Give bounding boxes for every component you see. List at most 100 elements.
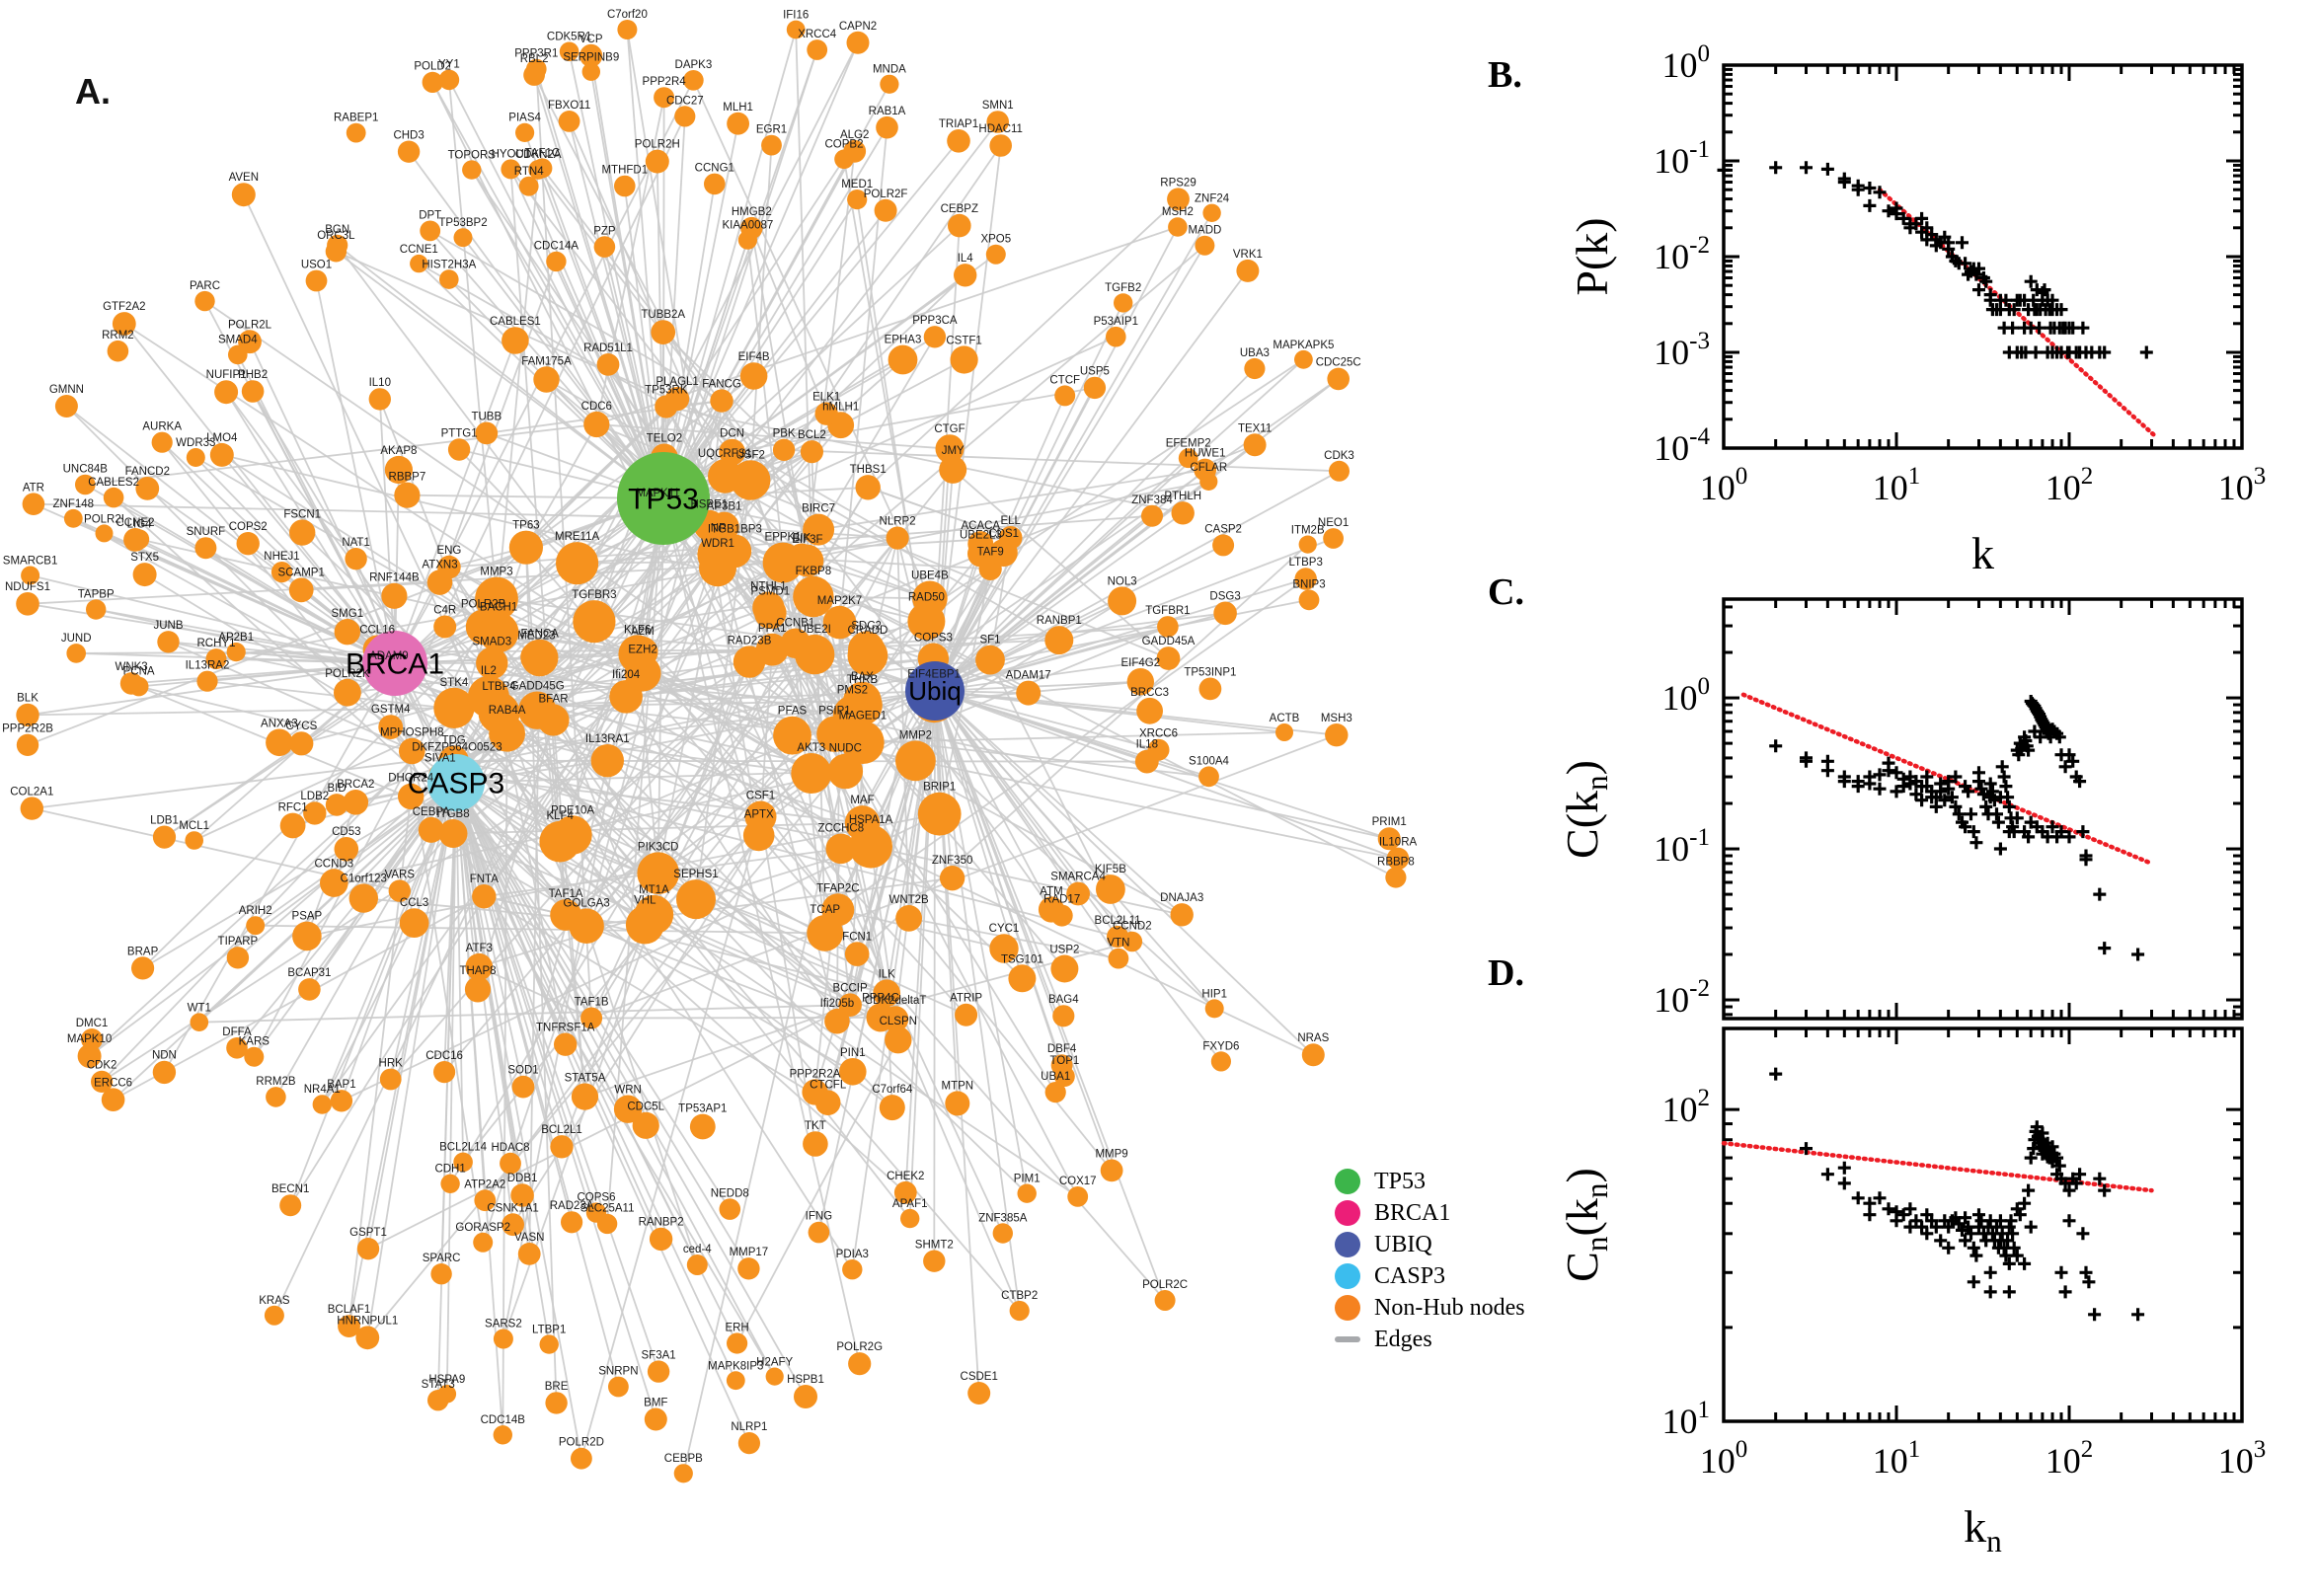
network-node[interactable] [521, 640, 559, 677]
network-node[interactable] [279, 1194, 301, 1216]
network-node[interactable] [699, 549, 736, 586]
network-node[interactable] [539, 821, 580, 863]
network-node[interactable] [153, 1061, 176, 1084]
network-node[interactable] [650, 1228, 672, 1251]
network-node[interactable] [500, 1153, 521, 1175]
network-node[interactable] [1010, 1301, 1030, 1321]
network-node[interactable] [1018, 1184, 1037, 1203]
network-node[interactable] [583, 412, 609, 437]
network-node[interactable] [1236, 260, 1259, 282]
network-node[interactable] [21, 797, 43, 819]
network-node[interactable] [439, 269, 459, 289]
network-node[interactable] [533, 366, 559, 392]
network-node[interactable] [645, 1408, 667, 1431]
network-node[interactable] [727, 1332, 747, 1353]
network-node[interactable] [940, 866, 965, 890]
network-node[interactable] [462, 160, 481, 179]
network-node[interactable] [842, 1259, 862, 1279]
network-node[interactable] [571, 1448, 592, 1470]
network-node[interactable] [266, 729, 293, 757]
network-node[interactable] [1141, 505, 1163, 527]
network-node[interactable] [710, 389, 733, 412]
network-node[interactable] [1212, 534, 1234, 556]
network-node[interactable] [1325, 723, 1348, 746]
network-node[interactable] [228, 345, 248, 365]
network-node[interactable] [1244, 433, 1267, 456]
network-node[interactable] [289, 519, 315, 545]
network-node[interactable] [1114, 293, 1132, 312]
network-node[interactable] [738, 1432, 760, 1454]
network-node[interactable] [1054, 385, 1075, 406]
network-node[interactable] [888, 345, 918, 375]
network-node[interactable] [23, 493, 45, 515]
network-node[interactable] [433, 1061, 455, 1083]
network-node[interactable] [439, 819, 468, 848]
network-node[interactable] [494, 1425, 512, 1444]
network-node[interactable] [246, 916, 265, 935]
network-node[interactable] [381, 583, 407, 609]
network-node[interactable] [349, 883, 378, 912]
network-node[interactable] [16, 592, 39, 616]
network-node[interactable] [1157, 646, 1181, 670]
network-node[interactable] [1385, 867, 1406, 887]
network-node[interactable] [185, 831, 203, 850]
network-node[interactable] [1108, 586, 1136, 615]
network-node[interactable] [473, 1233, 493, 1253]
network-node[interactable] [64, 509, 83, 528]
network-node[interactable] [430, 1263, 451, 1284]
network-node[interactable] [266, 1087, 286, 1107]
network-node[interactable] [86, 599, 106, 619]
network-node[interactable] [954, 264, 976, 286]
network-node[interactable] [617, 20, 637, 39]
network-node[interactable] [687, 1254, 708, 1275]
network-node[interactable] [214, 380, 238, 404]
network-node[interactable] [433, 616, 456, 639]
network-node[interactable] [546, 252, 566, 271]
network-node[interactable] [420, 221, 440, 242]
network-node[interactable] [1198, 766, 1219, 787]
network-node[interactable] [924, 326, 946, 347]
network-node[interactable] [289, 577, 314, 602]
network-node[interactable] [633, 1112, 659, 1139]
network-node[interactable] [993, 1223, 1013, 1243]
network-node[interactable] [1052, 1005, 1074, 1026]
network-node[interactable] [848, 1352, 871, 1375]
network-node[interactable] [674, 1464, 693, 1482]
network-node[interactable] [298, 978, 321, 1001]
network-node[interactable] [876, 116, 898, 139]
network-node[interactable] [573, 600, 615, 643]
network-node[interactable] [131, 956, 154, 979]
network-node[interactable] [945, 1091, 969, 1115]
network-node[interactable] [594, 236, 616, 258]
network-node[interactable] [1294, 350, 1313, 369]
network-node[interactable] [129, 529, 149, 549]
network-node[interactable] [740, 362, 768, 390]
network-node[interactable] [289, 731, 313, 755]
network-node[interactable] [96, 524, 114, 542]
network-node[interactable] [335, 619, 360, 645]
network-node[interactable] [1199, 473, 1217, 491]
network-node[interactable] [955, 1004, 977, 1026]
network-node[interactable] [834, 150, 854, 170]
network-node[interactable] [1171, 903, 1194, 926]
network-node[interactable] [502, 327, 529, 354]
network-node[interactable] [1299, 536, 1317, 554]
network-node[interactable] [918, 793, 962, 836]
network-node[interactable] [875, 199, 897, 222]
network-node[interactable] [1211, 1051, 1231, 1071]
network-node[interactable] [1213, 602, 1237, 626]
network-node[interactable] [196, 671, 217, 692]
network-node[interactable] [550, 1135, 573, 1158]
network-node[interactable] [509, 531, 543, 565]
network-node[interactable] [826, 834, 857, 865]
network-node[interactable] [690, 1114, 716, 1140]
network-node[interactable] [280, 813, 306, 839]
network-node[interactable] [887, 527, 909, 550]
network-node[interactable] [791, 753, 831, 794]
network-node[interactable] [1008, 964, 1036, 992]
network-node[interactable] [519, 177, 539, 196]
network-node[interactable] [454, 228, 473, 247]
network-node[interactable] [1067, 1186, 1088, 1207]
network-node[interactable] [569, 908, 604, 944]
network-node[interactable] [674, 106, 695, 126]
